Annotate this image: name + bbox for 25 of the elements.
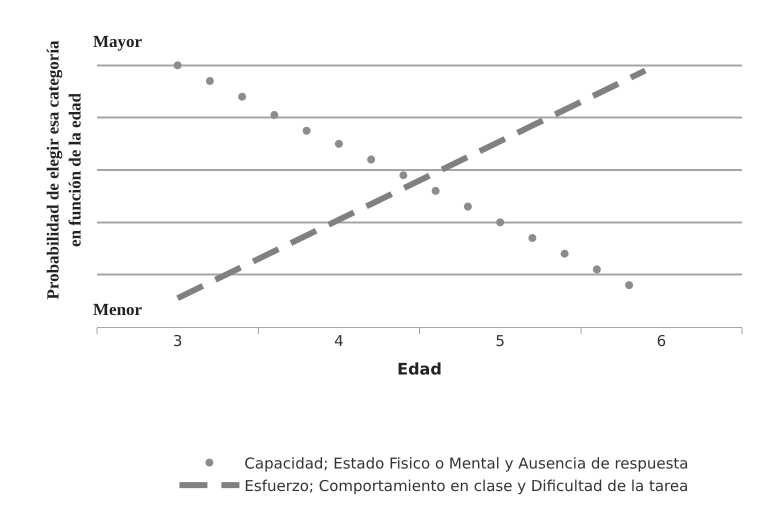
- x-tick-label: 3: [172, 332, 182, 350]
- point: [560, 250, 569, 258]
- text: Mayor: [93, 32, 143, 51]
- point: [528, 234, 536, 242]
- point: [334, 140, 343, 148]
- point: [238, 92, 246, 101]
- point: [625, 281, 634, 290]
- point: [270, 111, 278, 120]
- legend-label: Capacidad; Estado Fisico o Mental y Ausencia de respuesta: [244, 454, 688, 472]
- point: [496, 218, 504, 226]
- point: [399, 171, 408, 180]
- point: [367, 156, 376, 164]
- annotation: Menor: [93, 300, 143, 319]
- point: [302, 126, 311, 135]
- point: [592, 265, 601, 274]
- x-tick-label: 4: [334, 332, 344, 350]
- y-axis-title: Probabilidad de elegir esa categoría en función de la edad: [43, 40, 85, 300]
- point: [174, 61, 182, 70]
- x-axis-title: Edad: [397, 360, 442, 379]
- point: [464, 202, 472, 211]
- x-tick-label: 5: [495, 332, 505, 350]
- point: [206, 77, 214, 86]
- legend-label: Esfuerzo; Comportamiento en clase y Dificultad de la tarea: [244, 476, 688, 495]
- point: [432, 186, 440, 195]
- x-tick-label: 6: [656, 332, 666, 350]
